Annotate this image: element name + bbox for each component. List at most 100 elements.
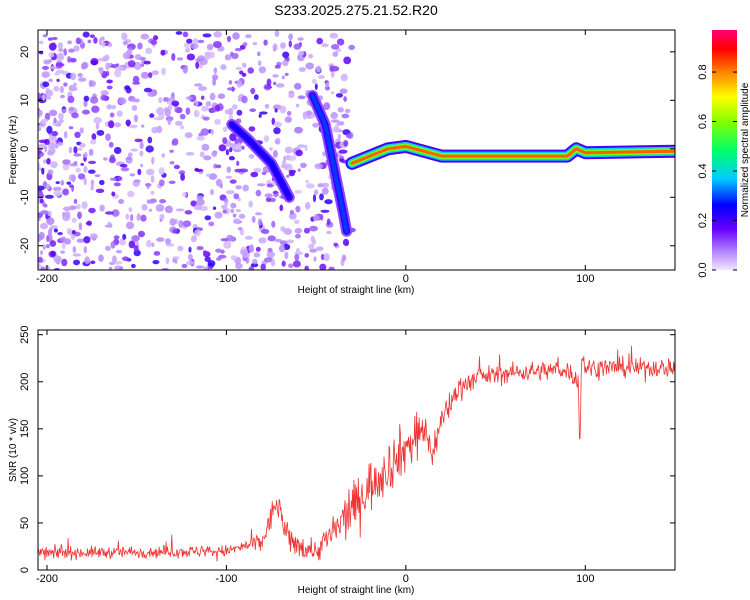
noise-blob: [281, 260, 286, 267]
noise-blob: [114, 69, 122, 78]
noise-blob: [140, 33, 150, 40]
noise-blob: [248, 266, 255, 270]
noise-blob: [232, 104, 238, 110]
noise-blob: [148, 72, 153, 78]
noise-blob: [292, 260, 301, 268]
noise-blob: [330, 119, 340, 123]
noise-blob: [44, 112, 51, 121]
noise-blob: [202, 33, 212, 38]
noise-blob: [119, 163, 128, 168]
noise-blob: [147, 136, 153, 144]
noise-blob: [298, 50, 305, 57]
x-tick-label: -100: [215, 273, 237, 285]
y-tick-label: -10: [19, 189, 31, 205]
noise-blob: [88, 207, 96, 214]
noise-blob: [106, 104, 113, 110]
noise-blob: [44, 145, 48, 153]
noise-blob: [204, 52, 212, 60]
noise-blob: [241, 72, 247, 77]
noise-blob: [171, 100, 180, 107]
noise-blob: [295, 205, 301, 213]
noise-blob: [147, 91, 156, 97]
noise-blob: [179, 113, 186, 120]
noise-blob: [284, 146, 293, 154]
figure-title: S233.2025.275.21.52.R20: [274, 2, 438, 18]
noise-blob: [137, 42, 143, 50]
noise-blob: [173, 164, 180, 170]
noise-blob: [64, 211, 71, 219]
noise-blob: [130, 148, 139, 152]
noise-blob: [61, 258, 68, 267]
noise-blob: [125, 156, 133, 164]
noise-blob: [75, 37, 82, 45]
noise-blob: [282, 51, 290, 59]
noise-blob: [255, 212, 262, 216]
noise-blob: [46, 125, 53, 134]
noise-blob: [310, 235, 315, 243]
noise-blob: [226, 35, 232, 43]
noise-blob: [98, 37, 103, 46]
noise-blob: [193, 204, 202, 211]
noise-blob: [83, 177, 87, 186]
noise-blob: [305, 202, 311, 210]
noise-blob: [252, 42, 258, 46]
noise-blob: [140, 163, 144, 168]
noise-blob: [263, 257, 273, 263]
noise-blob: [294, 190, 303, 194]
noise-blob: [50, 250, 56, 257]
feature-band: [350, 144, 675, 165]
noise-blob: [297, 144, 306, 148]
noise-blob: [78, 77, 87, 82]
noise-blob: [272, 190, 279, 194]
noise-blob: [281, 75, 285, 80]
noise-blob: [324, 199, 333, 205]
noise-blob: [60, 250, 65, 254]
noise-blob: [330, 112, 339, 119]
noise-blob: [42, 244, 46, 251]
noise-blob: [67, 40, 72, 45]
noise-blob: [159, 213, 165, 220]
y-tick-label: 0: [19, 567, 31, 573]
noise-blob: [114, 265, 122, 270]
noise-blob: [286, 239, 295, 244]
noise-blob: [226, 166, 231, 173]
noise-blob: [316, 37, 324, 45]
noise-blob: [153, 251, 161, 256]
noise-blob: [44, 194, 54, 199]
noise-blob: [224, 201, 229, 207]
noise-blob: [46, 235, 50, 243]
noise-blob: [143, 60, 151, 65]
noise-blob: [236, 80, 243, 88]
snr-x-label: Height of straight line (km): [298, 585, 415, 596]
noise-blob: [38, 109, 43, 117]
noise-blob: [45, 183, 51, 190]
noise-blob: [57, 52, 64, 60]
noise-blob: [172, 228, 178, 234]
noise-blob: [284, 116, 292, 123]
noise-blob: [338, 149, 348, 154]
noise-blob: [248, 126, 256, 132]
noise-blob: [94, 174, 101, 178]
colorbar: 0.0 0.2 0.4 0.6 0.8 Normalized spectral ampl…: [697, 30, 750, 278]
noise-blob: [183, 42, 190, 48]
noise-blob: [252, 258, 258, 265]
noise-blob: [122, 233, 127, 240]
noise-blob: [91, 105, 100, 113]
noise-blob: [257, 51, 261, 57]
noise-blob: [159, 199, 167, 204]
noise-blob: [293, 43, 302, 50]
noise-blob: [234, 47, 243, 52]
noise-blob: [305, 179, 309, 184]
noise-blob: [274, 64, 281, 69]
noise-blob: [150, 175, 155, 184]
noise-blob: [318, 75, 325, 79]
noise-blob: [139, 150, 144, 157]
noise-blob: [75, 167, 81, 173]
y-tick-label: 150: [19, 420, 31, 438]
noise-blob: [333, 242, 339, 247]
noise-blob: [237, 197, 241, 202]
noise-blob: [269, 147, 273, 151]
noise-blob: [115, 66, 124, 72]
noise-blob: [146, 239, 152, 248]
noise-blob: [151, 70, 159, 76]
